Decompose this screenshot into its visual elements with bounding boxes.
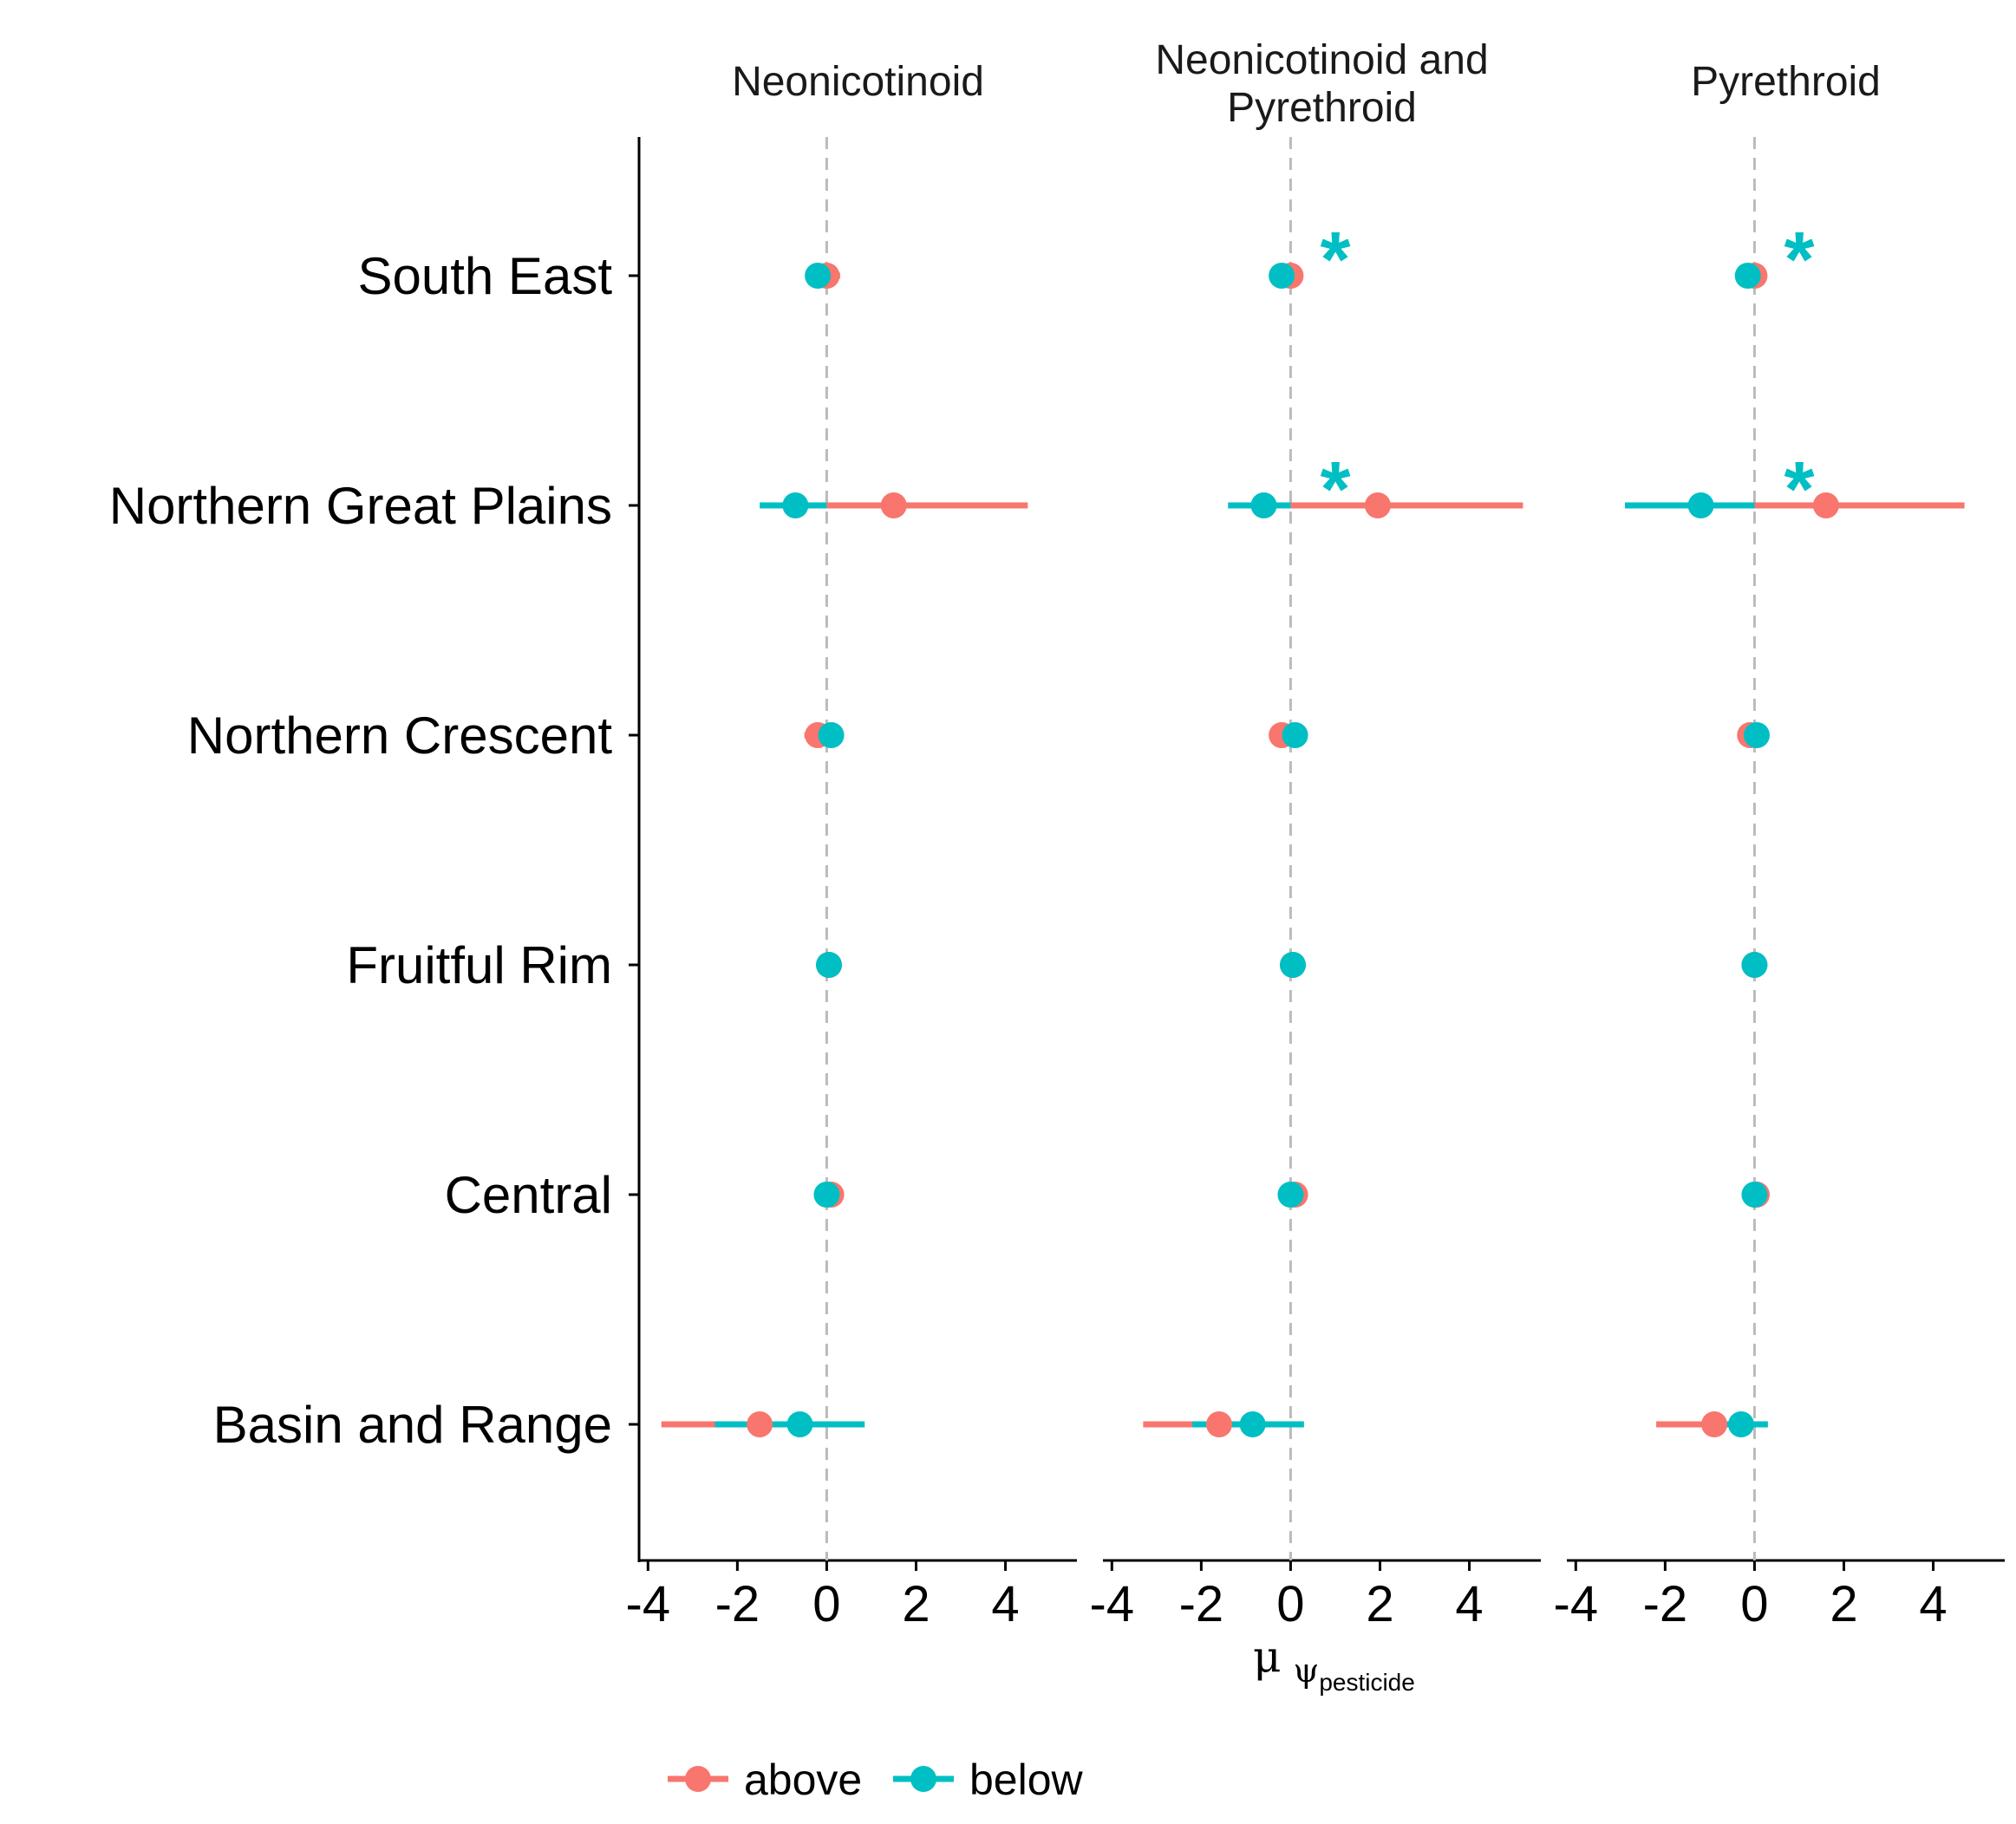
legend-key-point-below	[910, 1766, 936, 1792]
y-tick-label-northern-great-plains: Northern Great Plains	[109, 477, 612, 535]
point-below-basin-and-range	[1727, 1411, 1754, 1437]
y-tick-label-northern-crescent: Northern Crescent	[187, 707, 613, 765]
point-above-basin-and-range	[1205, 1411, 1232, 1437]
x-tick-label: 0	[812, 1576, 840, 1632]
facet-title-neonicotinoid-and-pyrethroid: Pyrethroid	[1227, 85, 1417, 131]
y-tick-label-south-east: South East	[357, 247, 612, 305]
point-below-central	[1277, 1182, 1304, 1208]
x-tick-label: 2	[902, 1576, 930, 1632]
x-tick-label: 4	[1919, 1576, 1947, 1632]
legend-key-point-above	[685, 1766, 711, 1792]
x-tick-label: -2	[1179, 1576, 1224, 1632]
x-axis-title: μ ψpesticide	[1253, 1632, 1415, 1696]
x-tick-label: -2	[1643, 1576, 1688, 1632]
y-tick-label-basin-and-range: Basin and Range	[213, 1396, 612, 1454]
point-below-south-east	[1269, 263, 1295, 289]
point-below-basin-and-range	[1239, 1411, 1266, 1437]
x-tick-label: -2	[715, 1576, 760, 1632]
facet-title-neonicotinoid: Neonicotinoid	[732, 59, 984, 105]
point-below-central	[813, 1182, 840, 1208]
point-below-fruitful-rim	[1280, 952, 1307, 978]
x-tick-label: 4	[1455, 1576, 1483, 1632]
point-below-northern-crescent	[1282, 722, 1308, 748]
significance-marker: *	[1784, 217, 1814, 303]
point-below-northern-great-plains	[782, 492, 809, 518]
point-above-northern-great-plains	[1812, 492, 1839, 518]
facet-title-neonicotinoid-and-pyrethroid: Neonicotinoid and	[1155, 37, 1488, 83]
point-below-northern-great-plains	[1687, 492, 1714, 518]
point-below-south-east	[805, 263, 832, 289]
significance-marker: *	[1320, 446, 1350, 533]
point-below-northern-crescent	[818, 722, 845, 748]
point-above-basin-and-range	[747, 1411, 773, 1437]
point-above-northern-great-plains	[1364, 492, 1391, 518]
point-below-basin-and-range	[786, 1411, 813, 1437]
y-tick-label-fruitful-rim: Fruitful Rim	[346, 936, 612, 994]
x-tick-label: -4	[1090, 1576, 1135, 1632]
point-above-northern-great-plains	[880, 492, 907, 518]
x-tick-label: -4	[626, 1576, 671, 1632]
significance-marker: *	[1320, 217, 1350, 303]
facet-title-pyrethroid: Pyrethroid	[1691, 59, 1881, 105]
point-below-fruitful-rim	[816, 952, 843, 978]
point-below-central	[1741, 1182, 1768, 1208]
x-tick-label: 2	[1830, 1576, 1857, 1632]
y-tick-label-central: Central	[445, 1166, 612, 1224]
x-tick-label: 2	[1366, 1576, 1393, 1632]
x-tick-label: 0	[1276, 1576, 1304, 1632]
x-tick-label: -4	[1554, 1576, 1599, 1632]
point-below-fruitful-rim	[1741, 952, 1768, 978]
legend-label-above: above	[744, 1756, 862, 1804]
x-tick-label: 4	[991, 1576, 1019, 1632]
point-below-northern-great-plains	[1250, 492, 1277, 518]
point-below-south-east	[1734, 263, 1761, 289]
point-below-northern-crescent	[1744, 722, 1771, 748]
x-tick-label: 0	[1740, 1576, 1768, 1632]
point-above-basin-and-range	[1701, 1411, 1728, 1437]
legend-label-below: below	[969, 1756, 1084, 1804]
significance-marker: *	[1784, 446, 1814, 533]
